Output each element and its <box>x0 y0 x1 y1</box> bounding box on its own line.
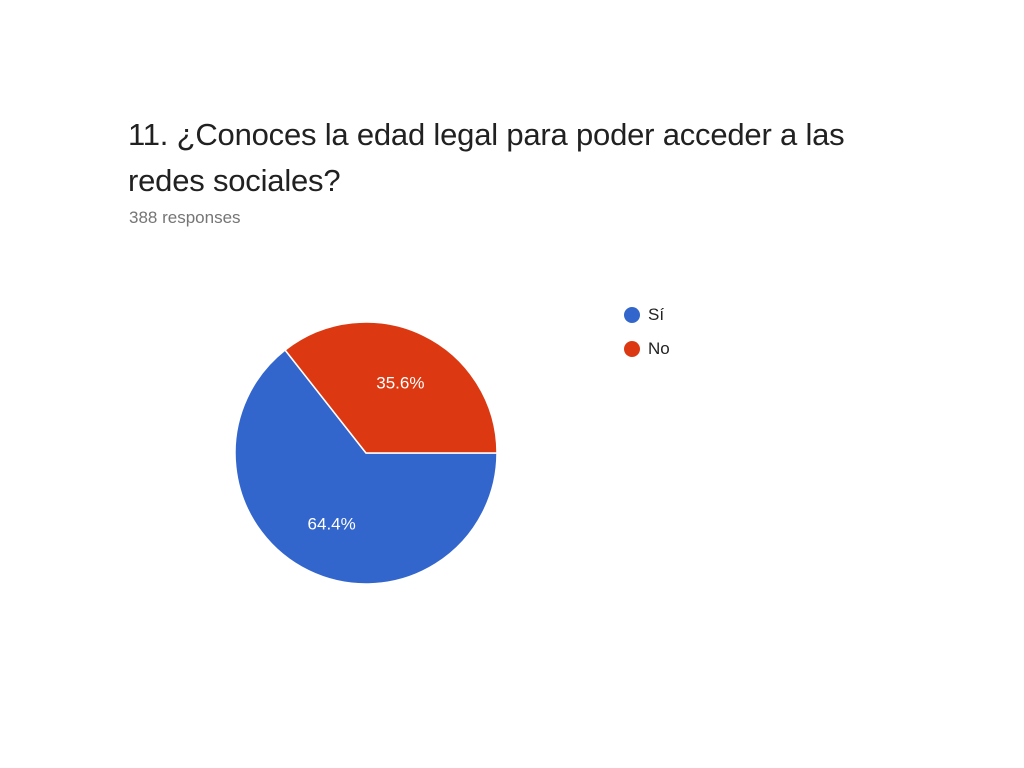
slice-label-si: 64.4% <box>308 515 356 534</box>
chart-legend: Sí No <box>624 298 670 366</box>
legend-label: Sí <box>648 305 665 324</box>
chart-title: 11. ¿Conoces la edad legal para poder ac… <box>128 117 845 198</box>
legend-label: No <box>648 339 670 358</box>
slice-label-no: 35.6% <box>376 373 424 392</box>
legend-item-no: No <box>624 332 670 366</box>
pie-slice-no <box>284 321 498 454</box>
pie-slice-si <box>234 348 498 585</box>
response-count: 388 responses <box>129 208 241 227</box>
legend-swatch <box>624 307 640 323</box>
legend-swatch <box>624 341 640 357</box>
legend-item-si: Sí <box>624 298 670 332</box>
